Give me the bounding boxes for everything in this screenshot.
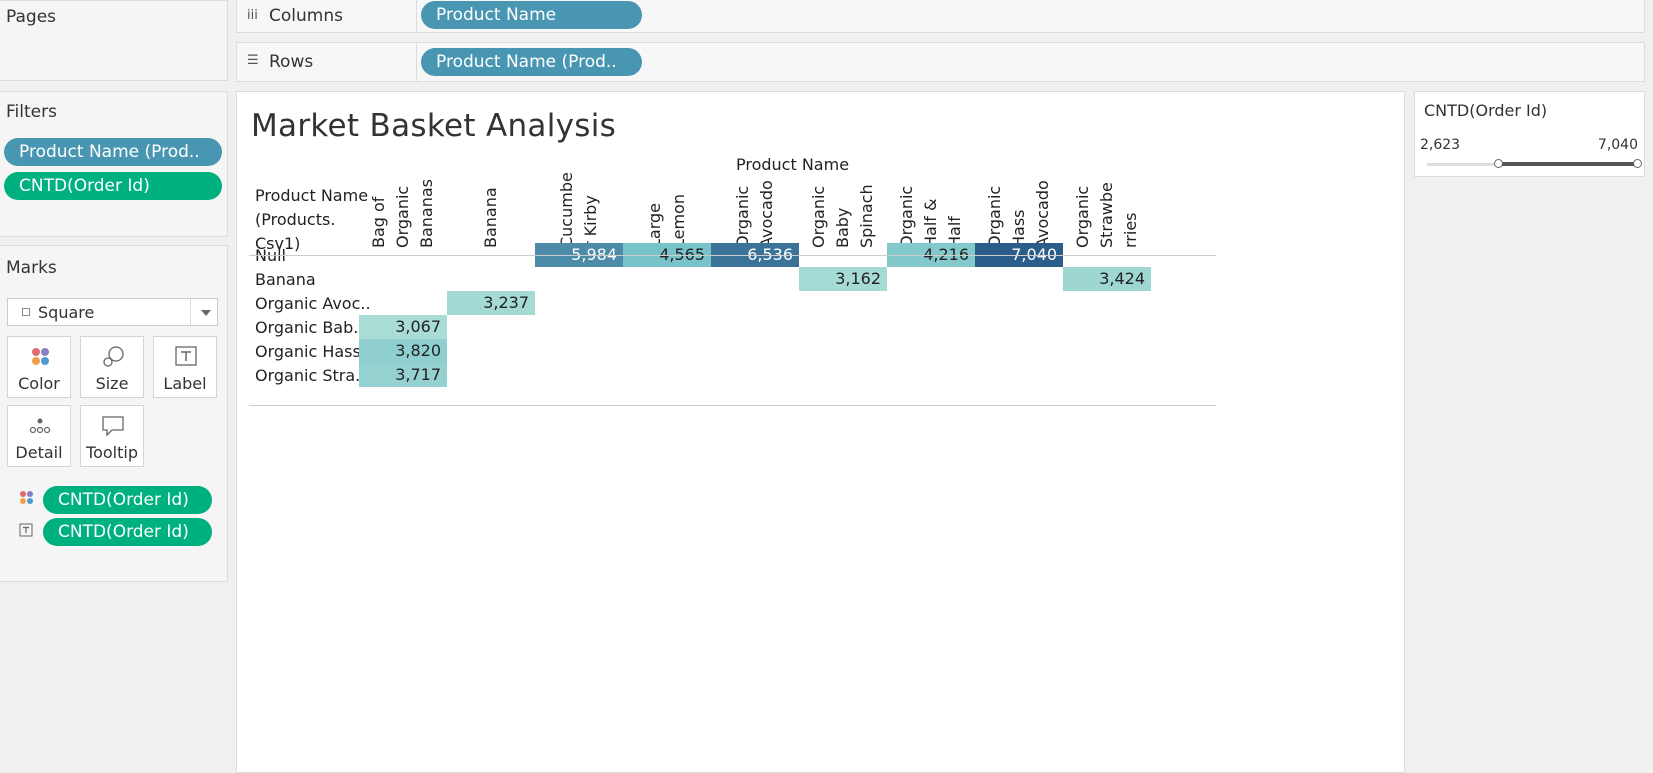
pages-panel: Pages bbox=[0, 0, 228, 81]
heatmap-cell[interactable]: 3,424 bbox=[1063, 267, 1151, 291]
label-icon bbox=[175, 346, 197, 366]
column-header-label: Organic Strawbe rries bbox=[1073, 182, 1140, 248]
size-icon bbox=[103, 346, 124, 367]
square-icon bbox=[22, 308, 30, 316]
column-header-label: Organic Avocado bbox=[733, 180, 776, 248]
column-header-label: Organic Baby Spinach bbox=[809, 184, 876, 248]
legend-max: 7,040 bbox=[1597, 137, 1638, 153]
marks-title: Marks bbox=[6, 258, 57, 278]
column-header-label: Organic Hass Avocado bbox=[985, 180, 1052, 248]
legend-max-handle[interactable] bbox=[1633, 159, 1642, 168]
column-header: Organic Half & Half bbox=[887, 168, 975, 248]
rows-pill-product-name[interactable]: Product Name (Prod.. bbox=[421, 48, 642, 76]
tooltip-card[interactable]: Tooltip bbox=[80, 405, 144, 467]
column-header-label: Organic Half & Half bbox=[897, 185, 964, 248]
color-icon bbox=[20, 491, 33, 504]
legend-min-handle[interactable] bbox=[1494, 159, 1503, 168]
legend-min: 2,623 bbox=[1420, 137, 1461, 153]
column-header: Cucumbe r Kirby bbox=[535, 168, 623, 248]
column-header: Bag of Organic Bananas bbox=[359, 168, 447, 248]
label-card[interactable]: Label bbox=[153, 336, 217, 398]
color-icon bbox=[32, 348, 49, 365]
rows-shelf[interactable]: ☰ Rows Product Name (Prod.. bbox=[236, 42, 1645, 82]
tooltip-icon bbox=[102, 416, 124, 437]
row-header: Organic Avoc.. bbox=[255, 294, 371, 313]
viz-view: Market Basket Analysis Product Name Prod… bbox=[236, 91, 1405, 773]
table-bottom-border bbox=[249, 405, 1216, 406]
detail-icon bbox=[29, 418, 51, 434]
columns-pill-product-name[interactable]: Product Name bbox=[421, 1, 642, 29]
column-header: Organic Baby Spinach bbox=[799, 168, 887, 248]
filter-pill-cntd-order-id[interactable]: CNTD(Order Id) bbox=[4, 172, 222, 200]
filter-pill-product-name[interactable]: Product Name (Prod.. bbox=[4, 138, 222, 166]
heatmap-cell[interactable]: 3,162 bbox=[799, 267, 887, 291]
heatmap-cell[interactable]: 3,067 bbox=[359, 315, 447, 339]
marks-color-pill[interactable]: CNTD(Order Id) bbox=[43, 486, 212, 514]
row-header: Organic Stra.. bbox=[255, 366, 366, 385]
column-header-title: Product Name bbox=[736, 155, 850, 174]
column-header-label: Bag of Organic Bananas bbox=[369, 178, 436, 248]
row-header: Organic Bab.. bbox=[255, 318, 364, 337]
mark-type-dropdown[interactable]: Square bbox=[7, 298, 218, 326]
size-card[interactable]: Size bbox=[80, 336, 144, 398]
rows-icon: ☰ bbox=[247, 53, 259, 68]
heatmap-cell[interactable]: 3,237 bbox=[447, 291, 535, 315]
columns-shelf[interactable]: iii Columns Product Name bbox=[236, 0, 1645, 33]
column-header-label: Banana bbox=[481, 187, 500, 248]
column-header: Banana bbox=[447, 168, 535, 248]
dropdown-divider bbox=[190, 299, 191, 325]
chevron-down-icon bbox=[201, 310, 211, 316]
column-header-label: Large Lemon bbox=[645, 194, 688, 248]
pages-title: Pages bbox=[6, 7, 57, 27]
filters-panel: Filters Product Name (Prod.. CNTD(Order … bbox=[0, 91, 228, 237]
row-header-title: Product Name (Products. Csv1) bbox=[255, 186, 369, 253]
filters-title: Filters bbox=[6, 102, 57, 122]
marks-label-pill[interactable]: CNTD(Order Id) bbox=[43, 518, 212, 546]
detail-card[interactable]: Detail bbox=[7, 405, 71, 467]
column-header: Organic Hass Avocado bbox=[975, 168, 1063, 248]
viz-title: Market Basket Analysis bbox=[251, 108, 617, 144]
header-divider bbox=[249, 255, 1216, 256]
label-icon bbox=[19, 523, 33, 537]
marks-panel: Marks Square Color Size Label bbox=[0, 245, 228, 582]
heatmap-cell[interactable]: 3,820 bbox=[359, 339, 447, 363]
rows-shelf-label: ☰ Rows bbox=[237, 43, 417, 81]
column-header: Organic Avocado bbox=[711, 168, 799, 248]
columns-shelf-label: iii Columns bbox=[237, 0, 417, 32]
columns-icon: iii bbox=[247, 8, 258, 23]
legend-title: CNTD(Order Id) bbox=[1424, 101, 1548, 120]
column-header: Organic Strawbe rries bbox=[1063, 168, 1151, 248]
column-header-label: Cucumbe r Kirby bbox=[557, 172, 600, 248]
color-card[interactable]: Color bbox=[7, 336, 71, 398]
row-header: Organic Hass.. bbox=[255, 342, 371, 361]
column-header: Large Lemon bbox=[623, 168, 711, 248]
mark-type-label: Square bbox=[38, 303, 95, 322]
color-legend: CNTD(Order Id) 2,623 7,040 bbox=[1414, 91, 1645, 177]
row-header: Banana bbox=[255, 270, 316, 289]
legend-range-bar bbox=[1499, 162, 1638, 166]
heatmap-cell[interactable]: 3,717 bbox=[359, 363, 447, 387]
